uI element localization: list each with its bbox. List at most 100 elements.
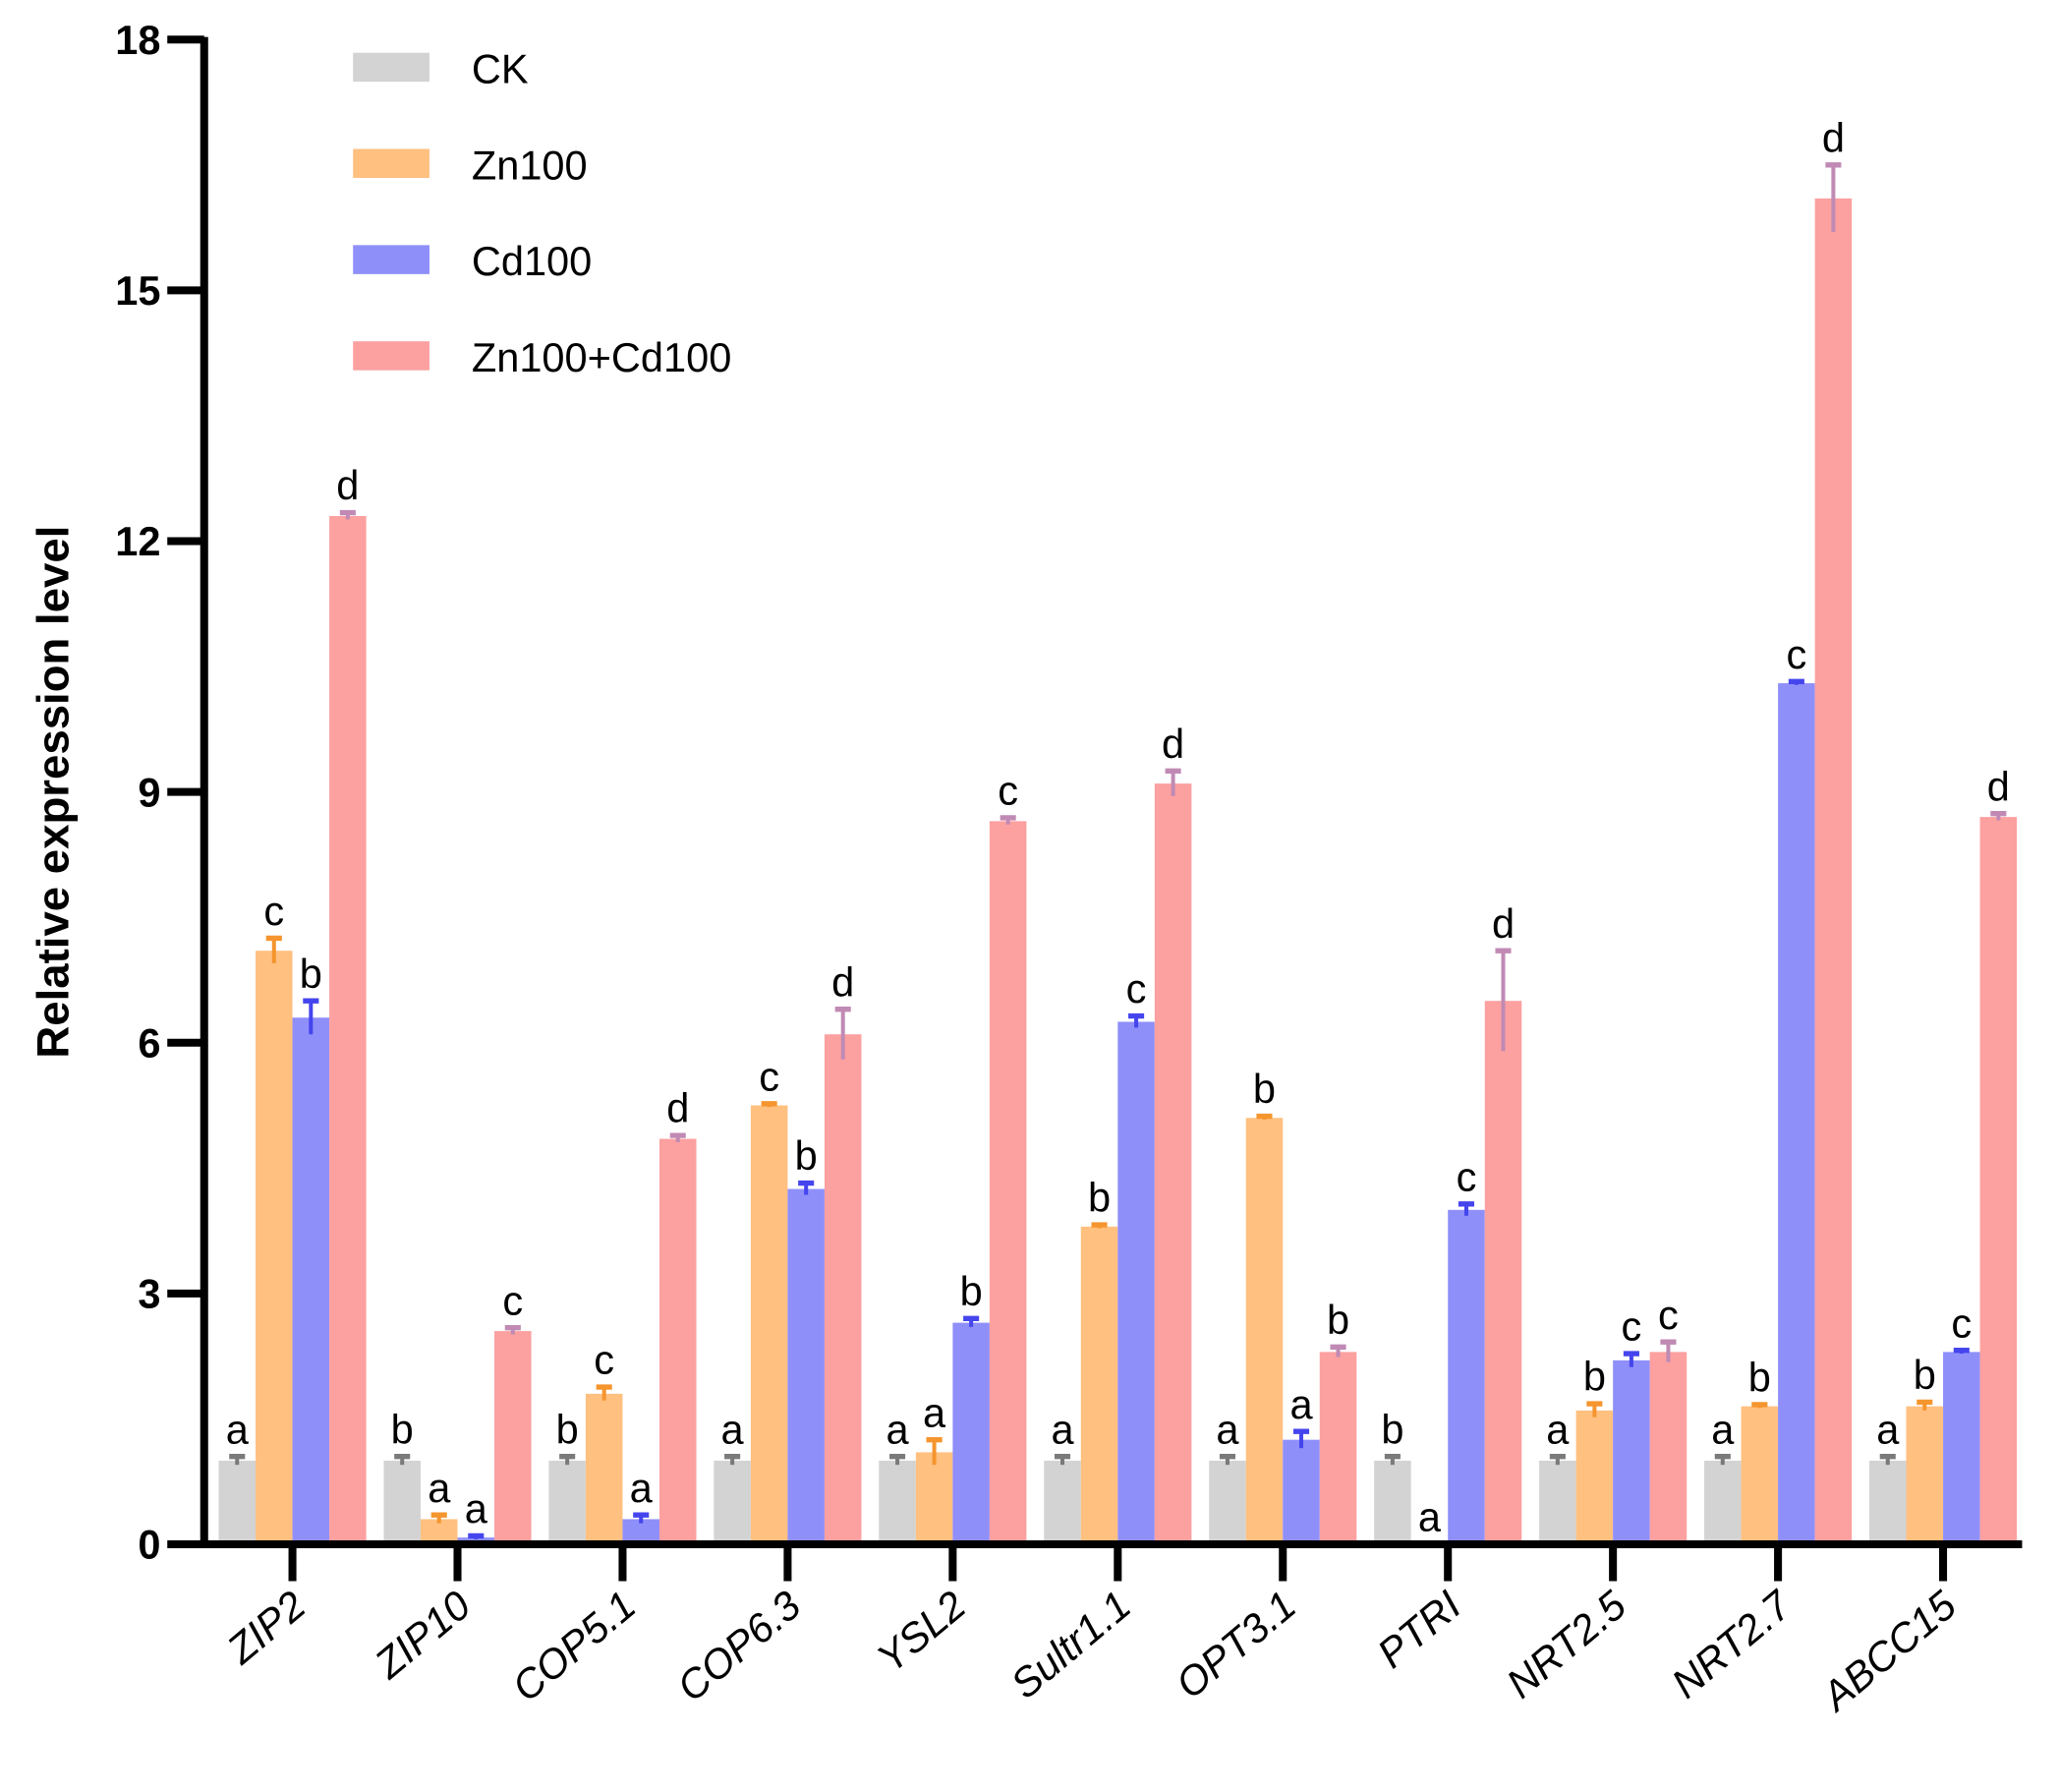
- significance-letter: c: [998, 768, 1018, 814]
- significance-letter: a: [1216, 1406, 1239, 1452]
- y-tick-label: 12: [115, 518, 160, 564]
- bar: [494, 1331, 532, 1544]
- significance-letter: c: [1457, 1153, 1477, 1199]
- significance-letter: a: [887, 1406, 910, 1452]
- bar: [1283, 1439, 1320, 1544]
- significance-letter: b: [1327, 1297, 1349, 1343]
- bar: [1613, 1359, 1650, 1544]
- bar: [585, 1393, 623, 1544]
- significance-letter: a: [1418, 1494, 1442, 1540]
- bar: [1539, 1460, 1576, 1544]
- significance-letter: d: [1492, 900, 1515, 947]
- significance-letter: a: [1051, 1406, 1074, 1452]
- y-tick-label: 18: [115, 17, 160, 63]
- significance-letter: a: [1876, 1406, 1900, 1452]
- y-axis-title: Relative expression level: [29, 526, 79, 1059]
- significance-letter: a: [465, 1485, 488, 1532]
- legend-swatch: [353, 52, 429, 83]
- significance-letter: b: [960, 1268, 983, 1314]
- y-tick-label: 9: [138, 769, 160, 815]
- x-tick-label: ABCC15: [1811, 1581, 1966, 1720]
- x-tick-label: OPT3.1: [1167, 1582, 1304, 1707]
- x-tick-label: COP6.3: [668, 1582, 809, 1710]
- x-tick-label: COP5.1: [503, 1582, 644, 1710]
- bar: [218, 1460, 257, 1544]
- bar: [1575, 1410, 1614, 1544]
- legend-swatch: [353, 148, 429, 178]
- bar: [952, 1322, 990, 1544]
- x-tick-label: PTRI: [1368, 1582, 1469, 1677]
- significance-letter: b: [556, 1406, 579, 1452]
- significance-letter: c: [594, 1337, 614, 1383]
- significance-letter: b: [1583, 1354, 1606, 1400]
- significance-letter: b: [1253, 1066, 1276, 1112]
- significance-letter: c: [1951, 1300, 1972, 1346]
- x-tick-label: ZIP10: [365, 1582, 479, 1688]
- bar: [750, 1105, 788, 1544]
- y-tick-label: 15: [115, 267, 160, 314]
- y-tick-label: 6: [138, 1019, 160, 1066]
- bar: [1979, 817, 2018, 1544]
- bar: [1649, 1352, 1687, 1544]
- x-tick-label: YSL2: [868, 1582, 974, 1681]
- bar: [1906, 1406, 1944, 1544]
- significance-letter: a: [1289, 1381, 1313, 1427]
- legend-swatch: [353, 341, 429, 371]
- significance-letter: b: [300, 951, 322, 997]
- y-tick-label: 3: [138, 1271, 160, 1317]
- significance-letter: b: [1381, 1406, 1403, 1452]
- x-tick-label: ZIP2: [217, 1582, 314, 1673]
- legend: CK Zn100 Cd100 Zn100+Cd100: [353, 45, 731, 380]
- bar: [1044, 1460, 1081, 1544]
- significance-letter: c: [759, 1053, 779, 1099]
- significance-letter: b: [795, 1132, 818, 1179]
- bar: [1814, 198, 1853, 1544]
- significance-letter: d: [336, 462, 359, 508]
- bar: [383, 1460, 421, 1544]
- significance-letter: c: [1126, 965, 1147, 1012]
- significance-letter: d: [1162, 721, 1184, 767]
- significance-letter: a: [226, 1406, 250, 1452]
- legend-label: Cd100: [472, 238, 592, 284]
- significance-letter: c: [263, 888, 284, 934]
- x-tick-label: NRT2.5: [1498, 1581, 1635, 1706]
- significance-letter: c: [1786, 631, 1806, 677]
- legend-label: Zn100+Cd100: [472, 334, 732, 380]
- x-tick-label: Sultr1.1: [1001, 1582, 1139, 1707]
- significance-letter: b: [1748, 1355, 1771, 1401]
- bar: [1154, 783, 1192, 1544]
- bar: [879, 1460, 916, 1544]
- x-tick-label: NRT2.7: [1663, 1581, 1802, 1707]
- significance-letter: a: [428, 1465, 451, 1511]
- bar: [1484, 1001, 1522, 1544]
- bar: [292, 1017, 330, 1544]
- bar: [658, 1138, 697, 1544]
- legend-swatch: [353, 245, 429, 274]
- bar: [1704, 1460, 1742, 1544]
- bar: [1448, 1209, 1485, 1544]
- significance-letter: d: [831, 958, 854, 1005]
- significance-letter: a: [923, 1389, 946, 1435]
- significance-letter: c: [502, 1277, 523, 1323]
- bar: [1319, 1352, 1357, 1544]
- bar: [824, 1034, 862, 1544]
- significance-letter: d: [1822, 114, 1845, 160]
- significance-letter: a: [721, 1406, 745, 1452]
- legend-label: CK: [472, 45, 529, 91]
- bar: [1209, 1460, 1246, 1544]
- bar: [1374, 1460, 1411, 1544]
- legend-label: Zn100: [472, 142, 588, 188]
- bar: [1741, 1406, 1779, 1544]
- significance-letter: d: [666, 1085, 689, 1131]
- significance-letter: c: [1622, 1303, 1642, 1350]
- significance-letter: a: [1711, 1406, 1735, 1452]
- bar: [548, 1460, 586, 1544]
- bar: [256, 951, 293, 1544]
- significance-letter: d: [1987, 763, 2010, 809]
- bar: [1943, 1352, 1980, 1544]
- y-tick-label: 0: [138, 1522, 160, 1568]
- bar: [989, 821, 1027, 1544]
- significance-letter: b: [1088, 1175, 1111, 1221]
